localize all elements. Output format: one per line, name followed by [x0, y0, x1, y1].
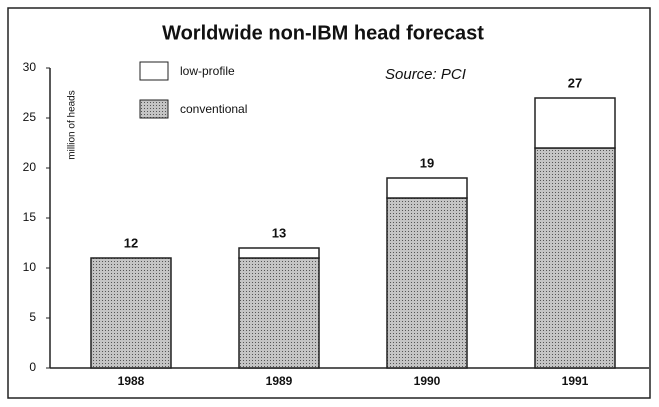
y-tick-label: 25	[23, 110, 37, 124]
legend-swatch	[139, 61, 169, 81]
bar-segment	[90, 257, 172, 369]
y-tick-label: 30	[23, 60, 37, 74]
bar-segment	[534, 147, 616, 369]
x-tick-label: 1990	[414, 374, 441, 388]
annotation: Source: PCI	[385, 66, 466, 83]
total-label: 12	[124, 235, 138, 250]
x-tick-label: 1989	[266, 374, 293, 388]
chart-title: Worldwide non-IBM head forecast	[162, 22, 484, 44]
legend-label: conventional	[180, 102, 247, 116]
bar-segment	[386, 197, 468, 369]
bar-segment	[238, 257, 320, 369]
x-tick-label: 1988	[118, 374, 145, 388]
bar-segment	[534, 97, 616, 149]
y-tick-label: 0	[29, 360, 36, 374]
x-tick-label: 1991	[562, 374, 589, 388]
total-label: 13	[272, 225, 286, 240]
legend-label: low-profile	[180, 64, 235, 78]
legend-swatch	[139, 99, 169, 119]
y-axis-label: million of heads	[67, 90, 78, 159]
bar-segment	[238, 247, 320, 259]
total-label: 19	[420, 155, 434, 170]
total-label: 27	[568, 75, 582, 90]
y-tick-label: 10	[23, 260, 37, 274]
frame	[7, 7, 651, 399]
y-tick-label: 15	[23, 210, 37, 224]
bar-segment	[386, 177, 468, 199]
y-tick-label: 20	[23, 160, 37, 174]
y-tick-label: 5	[29, 310, 36, 324]
